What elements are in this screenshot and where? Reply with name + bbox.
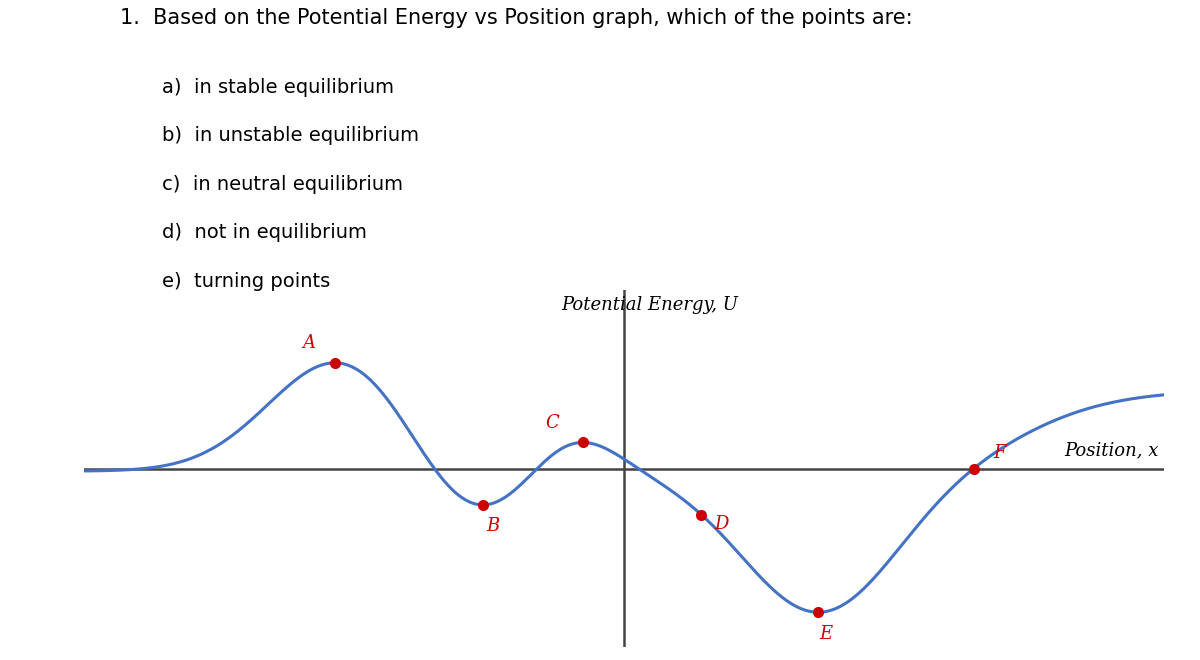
Text: a)  in stable equilibrium: a) in stable equilibrium [162,78,394,96]
Text: B: B [486,517,499,535]
Text: D: D [714,515,728,533]
Text: b)  in unstable equilibrium: b) in unstable equilibrium [162,126,419,145]
Text: E: E [820,624,833,643]
Text: F: F [994,444,1006,462]
Text: c)  in neutral equilibrium: c) in neutral equilibrium [162,175,403,193]
Text: 1.  Based on the Potential Energy vs Position graph, which of the points are:: 1. Based on the Potential Energy vs Posi… [120,9,913,28]
Text: Position, x: Position, x [1064,442,1159,459]
Text: A: A [302,335,316,352]
Text: e)  turning points: e) turning points [162,272,330,290]
Text: Potential Energy, U: Potential Energy, U [562,296,738,314]
Text: d)  not in equilibrium: d) not in equilibrium [162,223,367,242]
Text: C: C [545,414,559,432]
